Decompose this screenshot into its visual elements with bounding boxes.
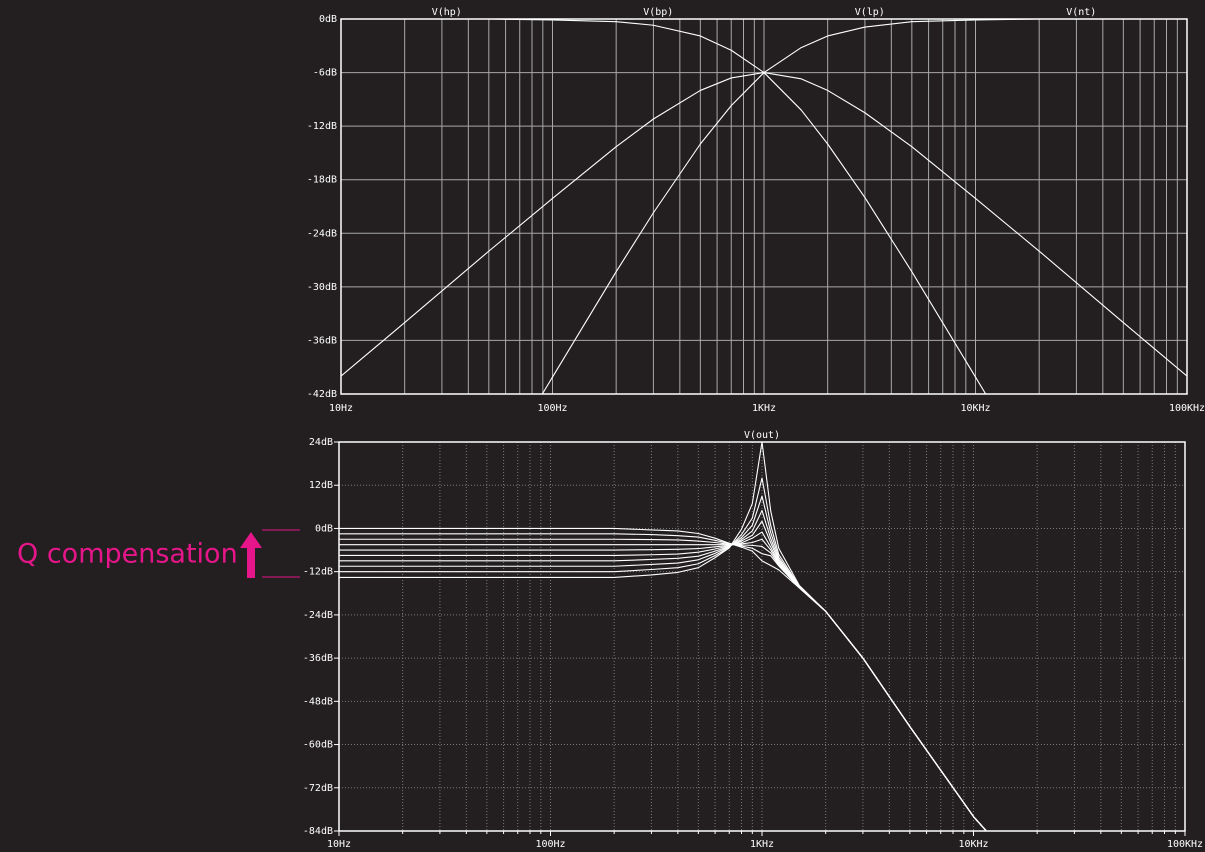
y-tick-label: 0dB	[315, 523, 333, 534]
x-tick-label: 1KHz	[752, 403, 776, 414]
y-tick-label: 0dB	[319, 14, 337, 25]
y-tick-label: -36dB	[307, 335, 337, 346]
legend-label: V(lp)	[855, 7, 885, 18]
y-tick-label: -48dB	[303, 696, 333, 707]
y-tick-label: -42dB	[307, 389, 337, 400]
x-tick-label: 10Hz	[327, 839, 351, 850]
y-tick-label: -12dB	[307, 121, 337, 132]
y-tick-label: -6dB	[313, 68, 337, 79]
y-tick-label: -30dB	[307, 282, 337, 293]
annotation: Q compensation	[17, 539, 238, 570]
x-tick-label: 100KHz	[1167, 839, 1203, 850]
x-tick-label: 10KHz	[960, 403, 990, 414]
plot-border	[340, 18, 1188, 395]
series-group	[339, 442, 987, 831]
x-tick-label: 100Hz	[535, 839, 565, 850]
chart-title: V(out)	[744, 430, 780, 441]
series-group	[341, 19, 1187, 394]
y-tick-label: -24dB	[307, 228, 337, 239]
x-tick-label: 10KHz	[958, 839, 988, 850]
y-tick-label: -12dB	[303, 567, 333, 578]
legend-label: V(bp)	[643, 7, 673, 18]
x-tick-label: 100Hz	[537, 403, 567, 414]
y-tick-label: 12dB	[309, 480, 333, 491]
y-tick-label: -84dB	[303, 826, 333, 837]
y-tick-label: -72dB	[303, 783, 333, 794]
y-tick-label: -18dB	[307, 175, 337, 186]
legend-label: V(nt)	[1066, 7, 1096, 18]
series-line	[341, 19, 987, 394]
y-tick-label: -24dB	[303, 610, 333, 621]
y-tick-label: -36dB	[303, 653, 333, 664]
legend-label: V(hp)	[432, 7, 462, 18]
x-tick-label: 10Hz	[329, 403, 353, 414]
x-tick-label: 100KHz	[1169, 403, 1205, 414]
y-tick-label: -60dB	[303, 740, 333, 751]
series-line	[339, 442, 987, 831]
y-tick-label: 24dB	[309, 437, 333, 448]
annotation-arrow	[240, 529, 300, 578]
x-tick-label: 1KHz	[750, 839, 774, 850]
